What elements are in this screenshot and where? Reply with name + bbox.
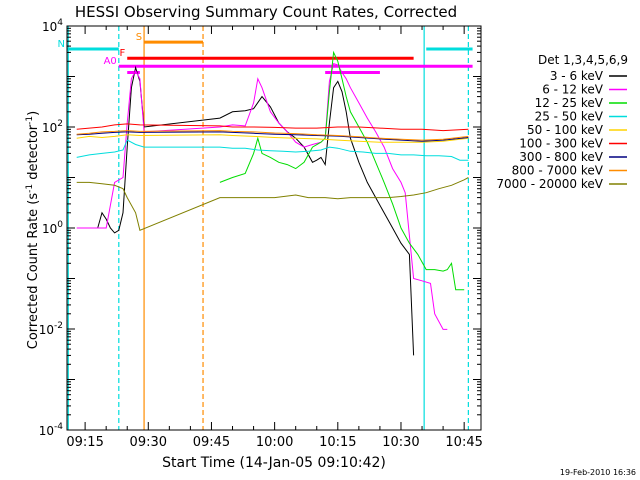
x-tick-label-3: 10:00 (256, 435, 293, 450)
x-tick-label-5: 10:30 (382, 435, 419, 450)
y-tick-label-0: 10-4 (39, 422, 64, 438)
y-tick-label-1: 10-2 (39, 321, 63, 337)
legend-label-5: 100 - 300 keV (519, 137, 603, 151)
x-tick-label-1: 09:30 (130, 435, 167, 450)
x-tick-label-0: 09:15 (66, 435, 103, 450)
flag-label-3: A0 (104, 56, 117, 67)
series-line-8 (76, 177, 469, 231)
y-axis-label-text: Corrected Count Rate (s (26, 193, 41, 350)
legend-label-0: 3 - 6 keV (550, 69, 604, 83)
legend-label-4: 50 - 100 keV (527, 123, 604, 137)
y-axis-label-mid: detector (26, 124, 41, 184)
y-tick-label-2: 100 (42, 220, 63, 236)
legend-label-2: 12 - 25 keV (535, 96, 604, 110)
series-line-6 (76, 131, 469, 142)
series-line-7 (76, 130, 469, 141)
y-axis-label-exp1: -1 (25, 184, 35, 193)
plot-frame (66, 25, 482, 431)
x-tick-label-6: 10:45 (445, 435, 482, 450)
x-axis-label: Start Time (14-Jan-05 09:10:42) (162, 455, 386, 471)
y-axis-label-end: ) (26, 111, 41, 116)
series-line-3 (76, 139, 469, 161)
flag-label-0: N (58, 39, 65, 50)
flag-label-2: F (119, 48, 125, 59)
legend-title: Det 1,3,4,5,6,9 (538, 53, 628, 67)
series-line-4 (76, 134, 469, 143)
series-line-0 (97, 65, 415, 356)
legend-label-8: 7000 - 20000 keV (496, 177, 603, 191)
series-line-2 (219, 50, 465, 291)
legend-label-6: 300 - 800 keV (519, 150, 603, 164)
y-tick-label-4: 104 (42, 18, 63, 34)
y-axis-label-exp2: -1 (25, 116, 35, 125)
y-tick-label-3: 102 (42, 119, 63, 135)
chart-title: HESSI Observing Summary Count Rates, Cor… (75, 3, 457, 21)
series-line-1 (76, 62, 448, 330)
flag-label-1: S (136, 32, 142, 43)
legend-label-1: 6 - 12 keV (542, 83, 604, 97)
x-tick-label-4: 10:15 (319, 435, 356, 450)
date-stamp: 19-Feb-2010 16:36 (560, 468, 636, 477)
plot-area (67, 26, 473, 430)
legend-label-7: 800 - 7000 keV (512, 164, 604, 178)
x-tick-label-2: 09:45 (193, 435, 230, 450)
y-axis-label: Corrected Count Rate (s-1 detector-1) (25, 111, 41, 349)
legend-label-3: 25 - 50 keV (535, 110, 604, 124)
series-line-5 (76, 123, 469, 132)
